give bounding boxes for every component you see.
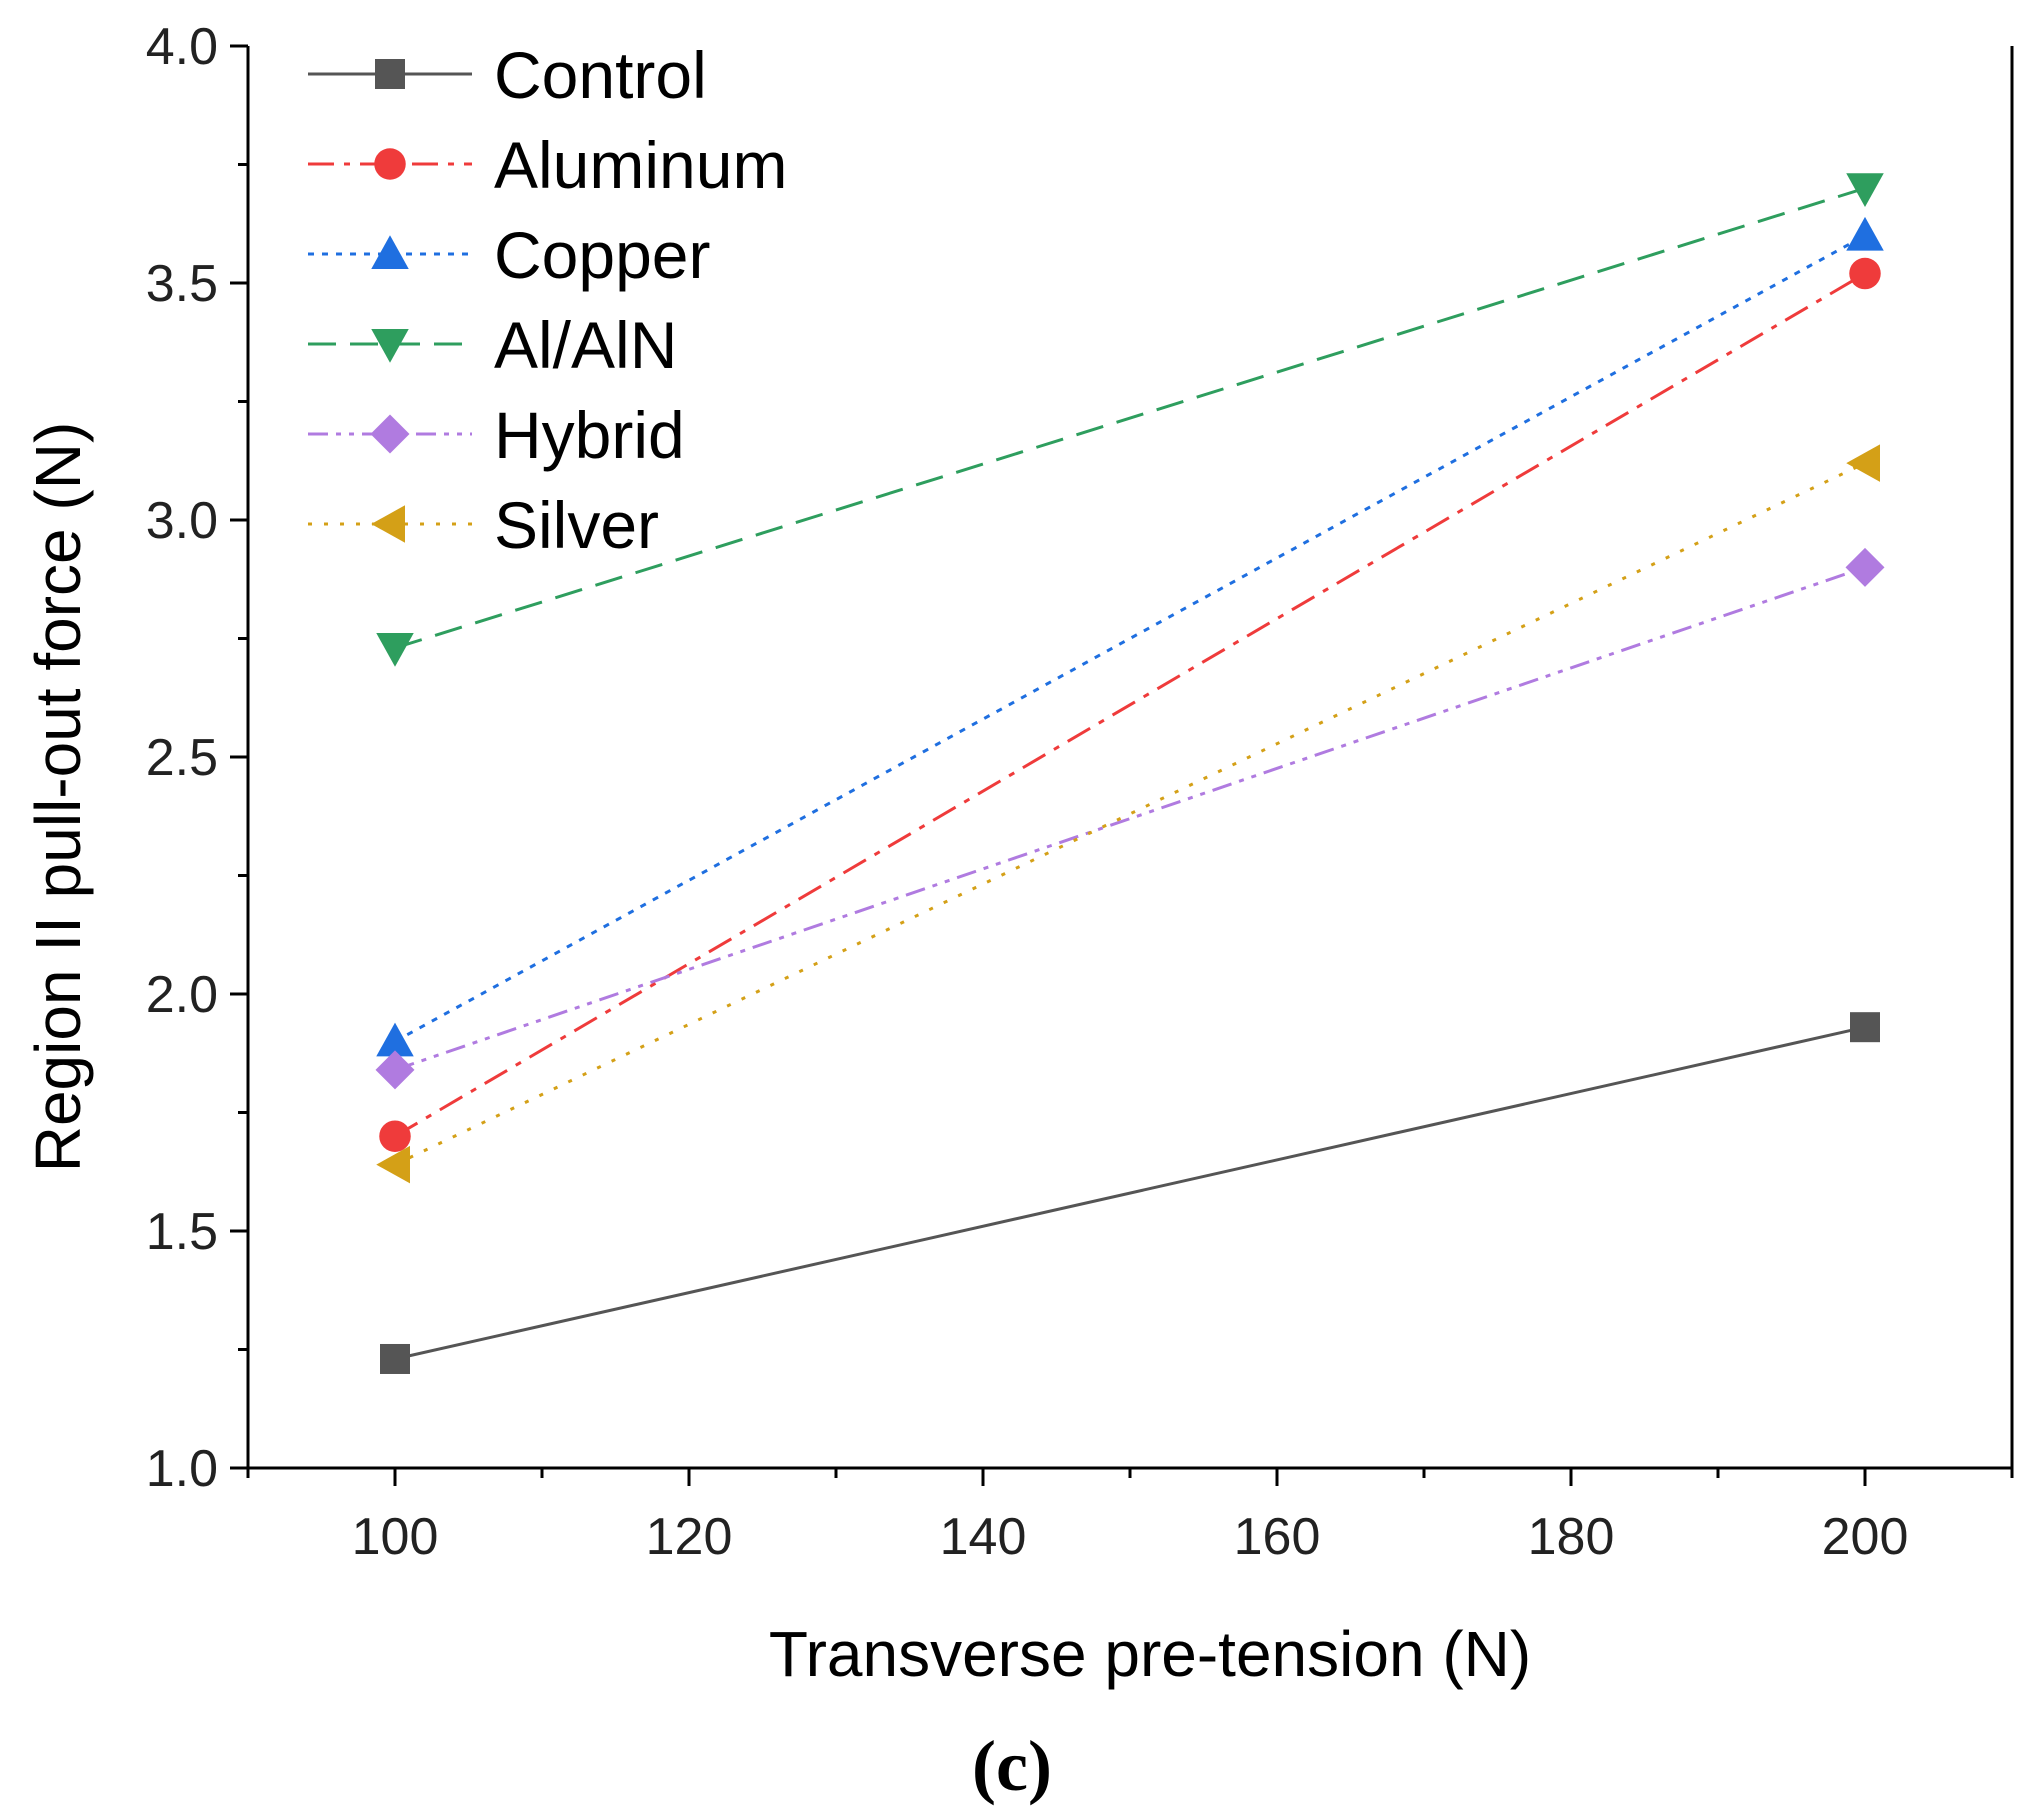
figure-caption: (c) xyxy=(972,1726,1052,1806)
legend-label-aluminum: Aluminum xyxy=(494,128,787,202)
legend-label-control: Control xyxy=(494,38,707,112)
data-point-control xyxy=(380,1343,410,1374)
legend-marker-silver xyxy=(371,505,405,543)
data-point-aluminum xyxy=(1849,257,1881,290)
data-point-al-aln xyxy=(1846,173,1884,207)
data-point-hybrid xyxy=(375,1050,415,1090)
legend-marker-aluminum xyxy=(374,148,406,180)
x-tick-label: 140 xyxy=(940,1508,1027,1566)
x-tick-label: 200 xyxy=(1822,1508,1909,1566)
legend-label-hybrid: Hybrid xyxy=(494,398,685,472)
y-tick-label: 1.5 xyxy=(146,1203,218,1261)
data-point-hybrid xyxy=(1845,547,1885,587)
series-line-silver xyxy=(394,461,1866,1166)
legend-marker-copper xyxy=(371,235,409,269)
x-axis-title: Transverse pre-tension (N) xyxy=(769,1618,1531,1690)
legend-marker-al-aln xyxy=(371,329,409,363)
data-point-copper xyxy=(376,1022,414,1057)
data-point-al-aln xyxy=(376,632,414,667)
x-tick-label: 160 xyxy=(1234,1508,1321,1566)
data-point-silver xyxy=(376,1145,410,1184)
data-point-aluminum xyxy=(379,1120,411,1152)
y-tick-label: 2.5 xyxy=(146,729,218,787)
series-line-aluminum xyxy=(394,272,1866,1138)
data-point-control xyxy=(1850,1012,1880,1043)
data-point-silver xyxy=(1846,444,1880,482)
y-tick-label: 2.0 xyxy=(146,966,218,1024)
y-tick-label: 1.0 xyxy=(146,1440,218,1498)
y-tick-label: 4.0 xyxy=(146,18,218,76)
axis-ticks: 1.0 1.5 2.0 2.5 3.0 3.5 4.0 100 120 140 160 180 200 xyxy=(146,18,2014,1566)
legend-label-silver: Silver xyxy=(494,488,659,562)
legend-marker-control xyxy=(375,59,405,89)
x-tick-label: 180 xyxy=(1528,1508,1615,1566)
legend-label-copper: Copper xyxy=(494,218,710,292)
series-lines xyxy=(394,186,1866,1361)
legend-marker-hybrid xyxy=(370,414,410,454)
legend-label-al-aln: Al/AlN xyxy=(494,308,677,382)
y-tick-label: 3.0 xyxy=(146,492,218,550)
series-line-hybrid xyxy=(394,565,1866,1072)
legend: Control Aluminum Copper Al/AlN Hybrid Silver xyxy=(308,38,787,562)
y-tick-label: 3.5 xyxy=(146,255,218,313)
x-tick-label: 120 xyxy=(646,1508,733,1566)
x-tick-label: 100 xyxy=(352,1508,439,1566)
series-line-al-aln xyxy=(394,186,1866,650)
series-line-control xyxy=(394,1025,1866,1361)
y-axis-title: Region II pull-out force (N) xyxy=(22,422,94,1173)
series-markers xyxy=(375,173,1885,1374)
plot-frame xyxy=(246,46,2014,1470)
data-point-copper xyxy=(1846,216,1884,251)
